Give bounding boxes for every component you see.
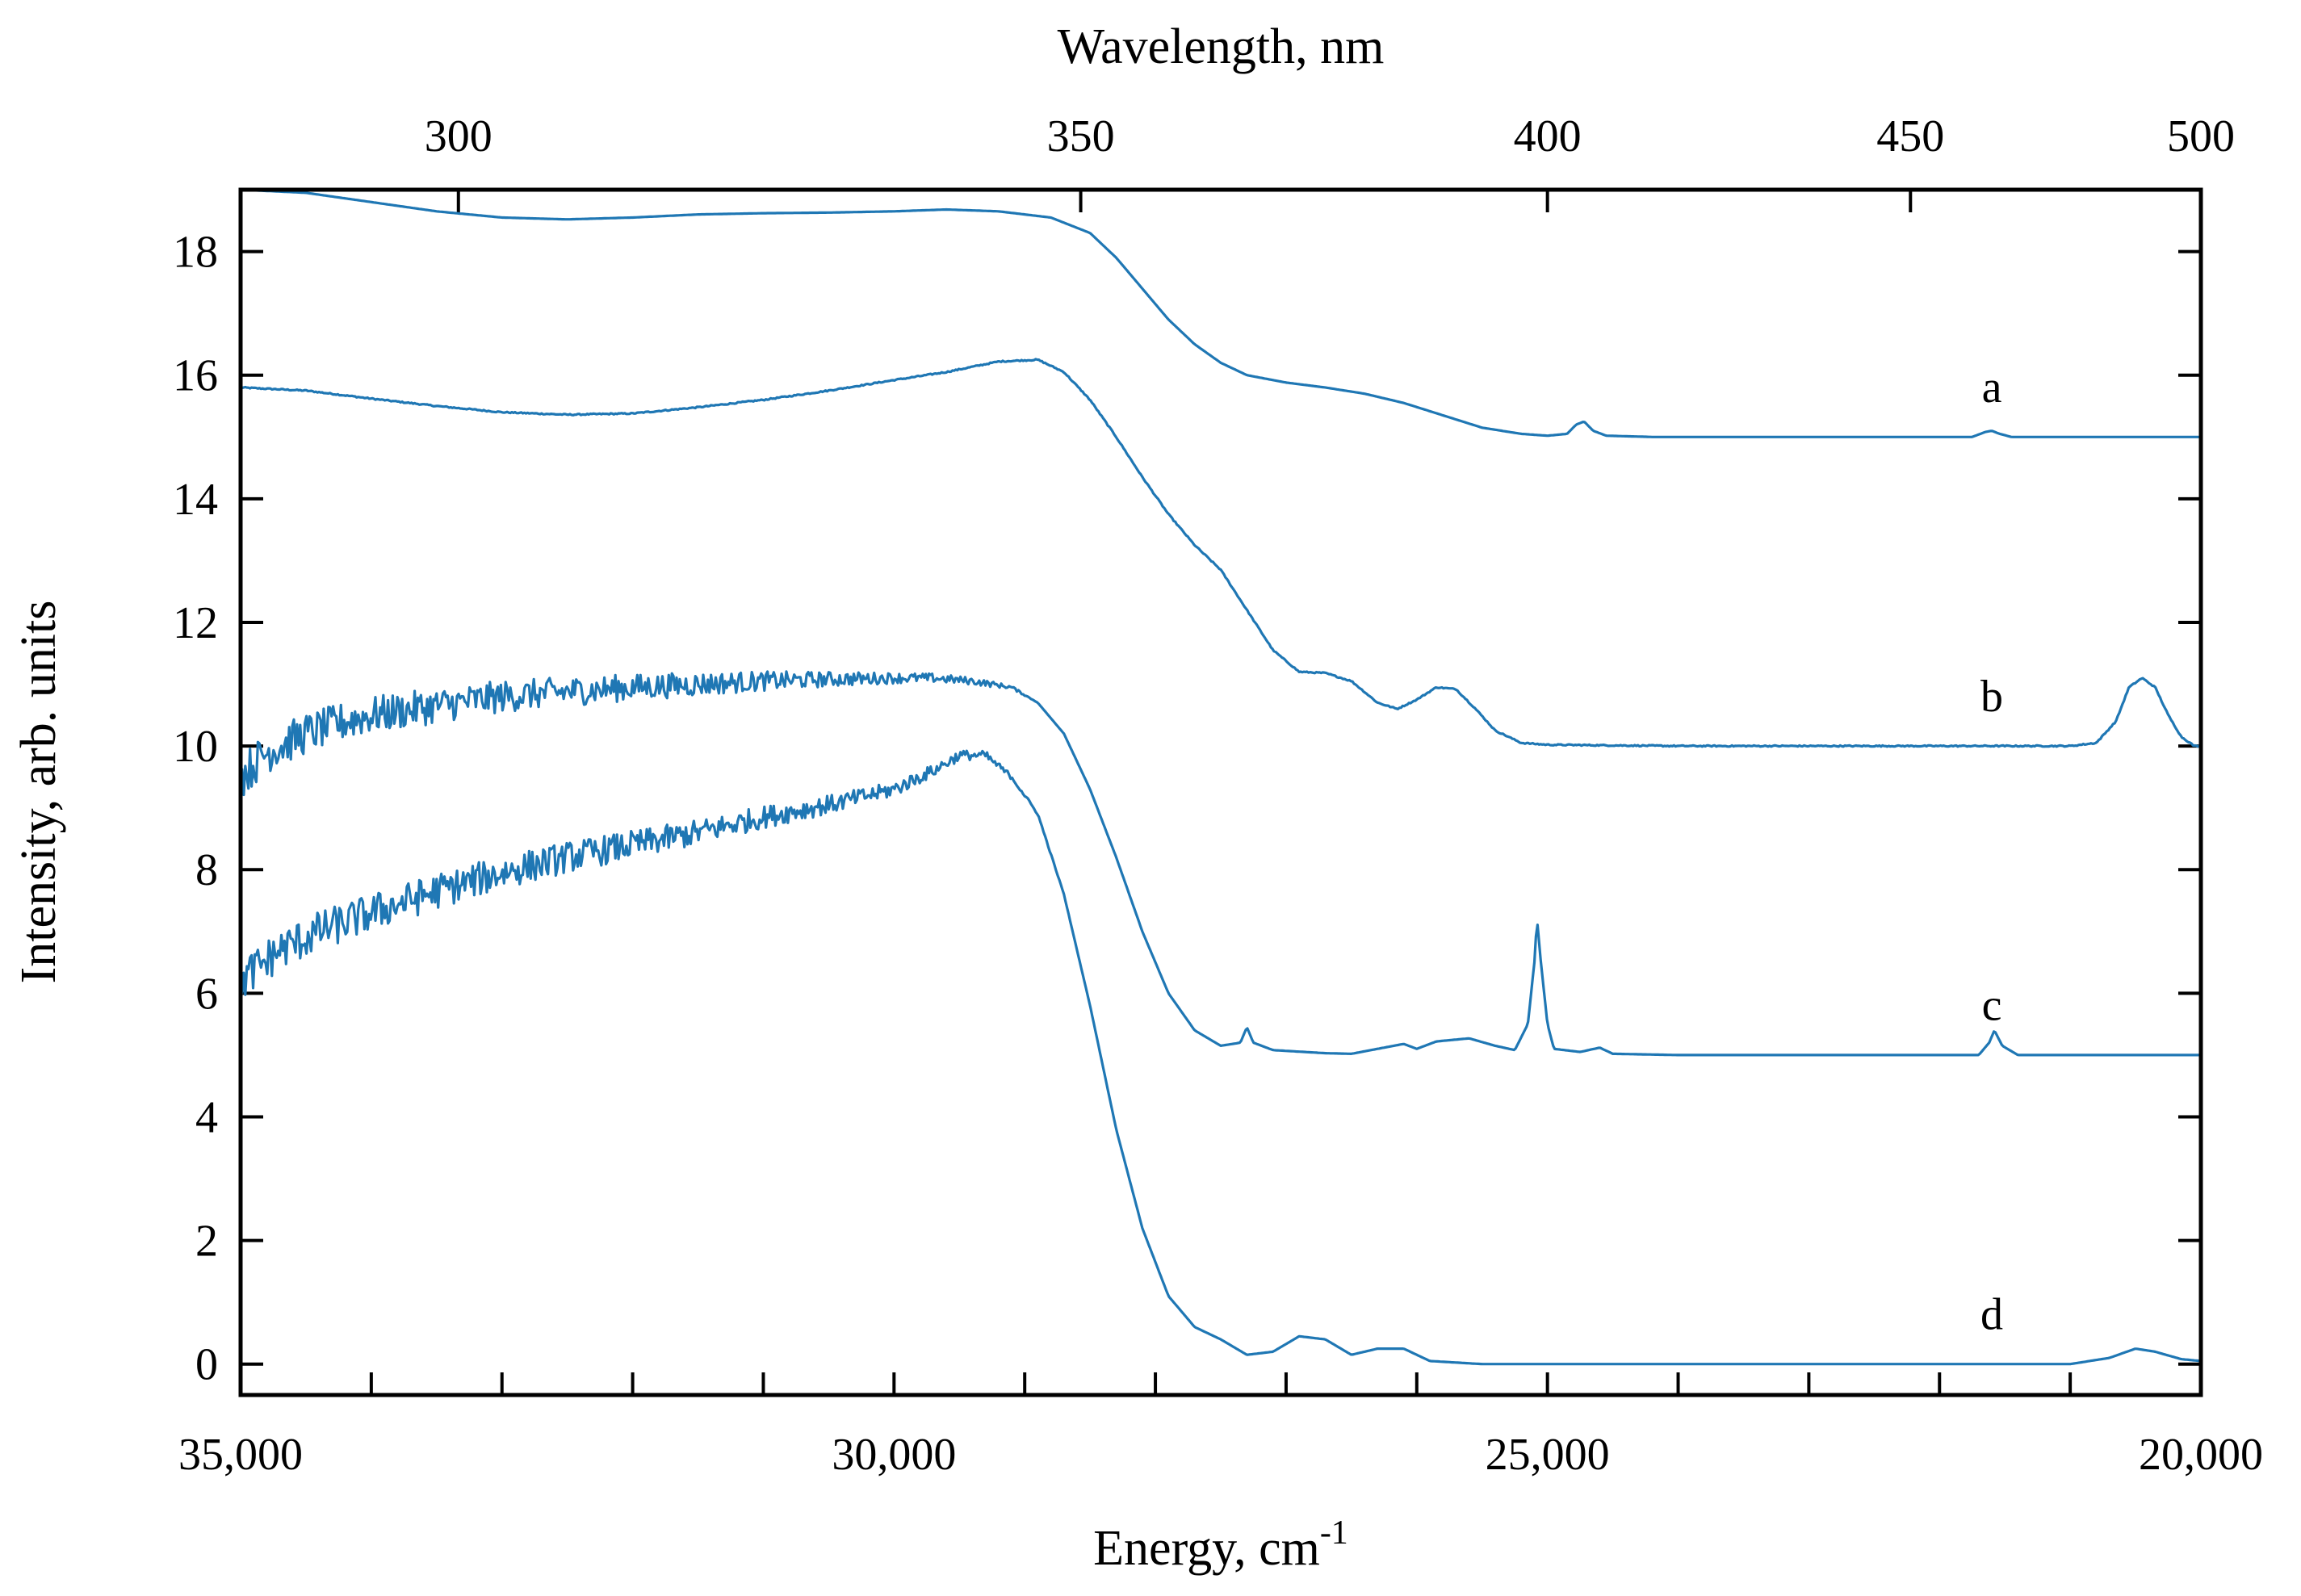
x-tick-label: 30,000	[832, 1430, 956, 1480]
y-axis-title: Intensity, arb. units	[11, 601, 66, 984]
y-tick-label: 0	[195, 1340, 218, 1390]
series-label-d: d	[1980, 1289, 2003, 1339]
series-line-c	[239, 670, 2203, 1057]
x2-tick-label: 500	[2167, 111, 2235, 161]
series-label-a: a	[1982, 362, 2002, 413]
axis-ticks	[239, 190, 2203, 1395]
x-tick-label: 35,000	[178, 1430, 303, 1480]
series-lines	[239, 188, 2203, 1366]
plot-frame	[238, 187, 2203, 1397]
series-line-b	[239, 358, 2203, 748]
y-tick-label: 14	[173, 475, 218, 525]
y-tick-label: 16	[173, 351, 218, 401]
series-label-c: c	[1982, 981, 2002, 1031]
y-tick-label: 2	[195, 1217, 218, 1267]
x-tick-label: 20,000	[2139, 1430, 2263, 1480]
x-axis-title: Energy, cm-1	[1093, 1514, 1348, 1576]
y-tick-label: 12	[173, 598, 218, 648]
y-tick-label: 4	[195, 1092, 218, 1142]
y-tick-label: 8	[195, 845, 218, 895]
y-tick-label: 10	[173, 722, 218, 772]
y-tick-label: 6	[195, 969, 218, 1019]
series-line-a	[239, 188, 2203, 438]
x-tick-label: 25,000	[1486, 1430, 1610, 1480]
y-tick-label: 18	[173, 228, 218, 278]
x2-tick-label: 400	[1514, 111, 1582, 161]
series-label-b: b	[1980, 672, 2003, 722]
x2-tick-label: 450	[1876, 111, 1944, 161]
axis-labels: 35,000 30,000 25,000 20,000 0 2 4 6 8 10 12 14 16 18 3…	[173, 111, 2263, 1480]
x2-axis-title: Wavelength, nm	[1058, 19, 1385, 74]
series-line-d	[239, 749, 2203, 1366]
x2-tick-label: 300	[425, 111, 492, 161]
x2-tick-label: 350	[1047, 111, 1115, 161]
